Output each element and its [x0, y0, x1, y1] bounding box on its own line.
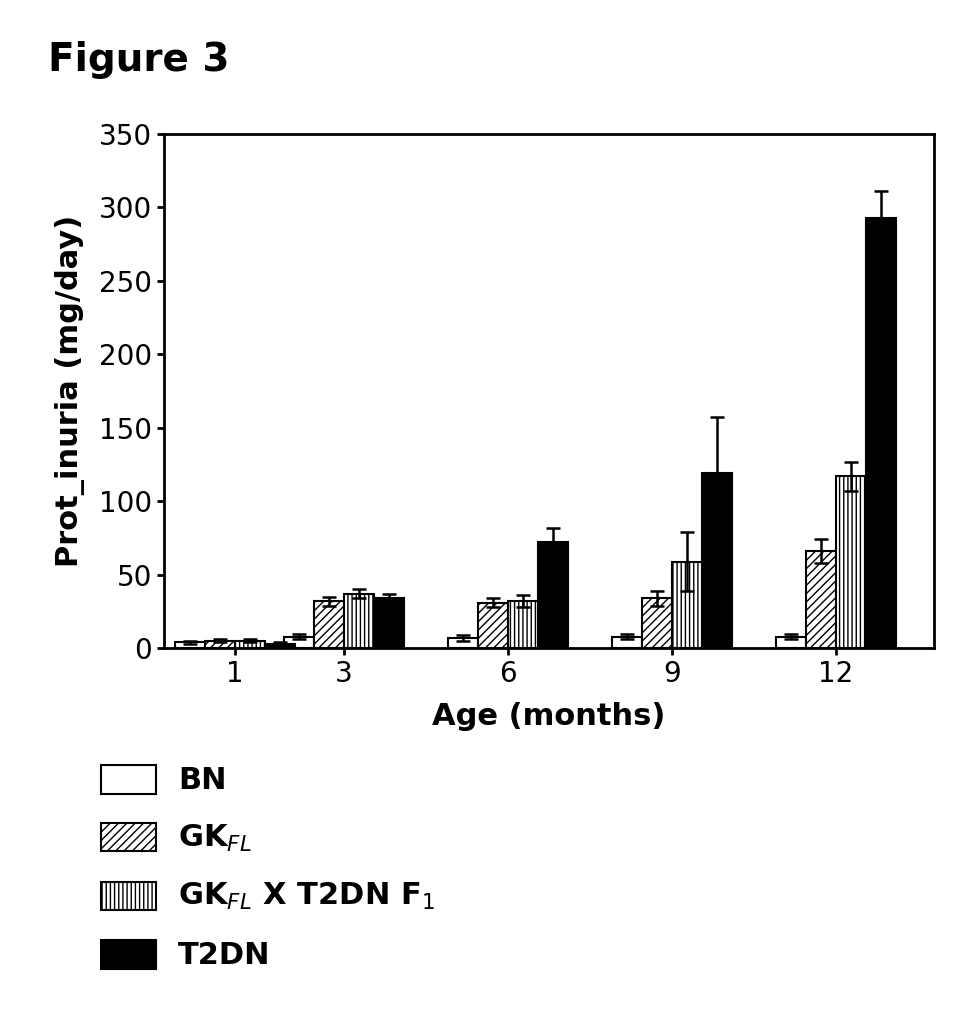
- Y-axis label: Prot_inuria (mg/day): Prot_inuria (mg/day): [55, 215, 85, 567]
- Bar: [174, 642, 205, 648]
- Bar: [314, 601, 344, 648]
- Legend: BN, GK$_{FL}$, GK$_{FL}$ X T2DN F$_1$, T2DN: BN, GK$_{FL}$, GK$_{FL}$ X T2DN F$_1$, T…: [100, 765, 435, 969]
- Bar: [478, 603, 508, 648]
- Bar: [672, 562, 702, 648]
- Bar: [612, 637, 641, 648]
- Bar: [235, 641, 265, 648]
- Bar: [205, 641, 235, 648]
- Bar: [836, 476, 866, 648]
- Bar: [641, 598, 672, 648]
- Bar: [265, 644, 295, 648]
- Bar: [806, 552, 836, 648]
- Bar: [284, 637, 314, 648]
- Bar: [508, 601, 538, 648]
- X-axis label: Age (months): Age (months): [432, 702, 665, 731]
- Bar: [344, 594, 374, 648]
- Bar: [374, 598, 404, 648]
- Bar: [866, 217, 896, 648]
- Bar: [775, 637, 806, 648]
- Bar: [448, 638, 478, 648]
- Text: Figure 3: Figure 3: [48, 41, 229, 79]
- Bar: [538, 542, 568, 648]
- Bar: [702, 473, 732, 648]
